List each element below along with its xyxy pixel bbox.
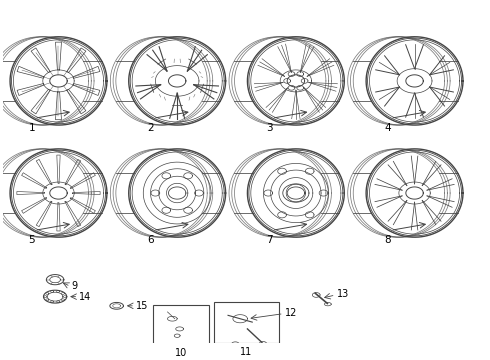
Text: 4: 4 [385, 123, 391, 134]
Text: 11: 11 [240, 347, 252, 357]
Text: 5: 5 [28, 235, 35, 246]
Text: 15: 15 [136, 301, 148, 311]
Text: 8: 8 [385, 235, 391, 246]
Text: 10: 10 [175, 348, 187, 358]
Text: 14: 14 [79, 292, 92, 302]
Text: 3: 3 [266, 123, 272, 134]
Text: 7: 7 [266, 235, 272, 246]
Text: 12: 12 [285, 307, 297, 318]
Bar [214, 302, 279, 342]
Text: 1: 1 [28, 123, 35, 134]
Bar [153, 305, 209, 344]
Text: 13: 13 [337, 289, 349, 299]
Text: 9: 9 [72, 282, 78, 292]
Text: 2: 2 [147, 123, 154, 134]
Text: 6: 6 [147, 235, 154, 246]
